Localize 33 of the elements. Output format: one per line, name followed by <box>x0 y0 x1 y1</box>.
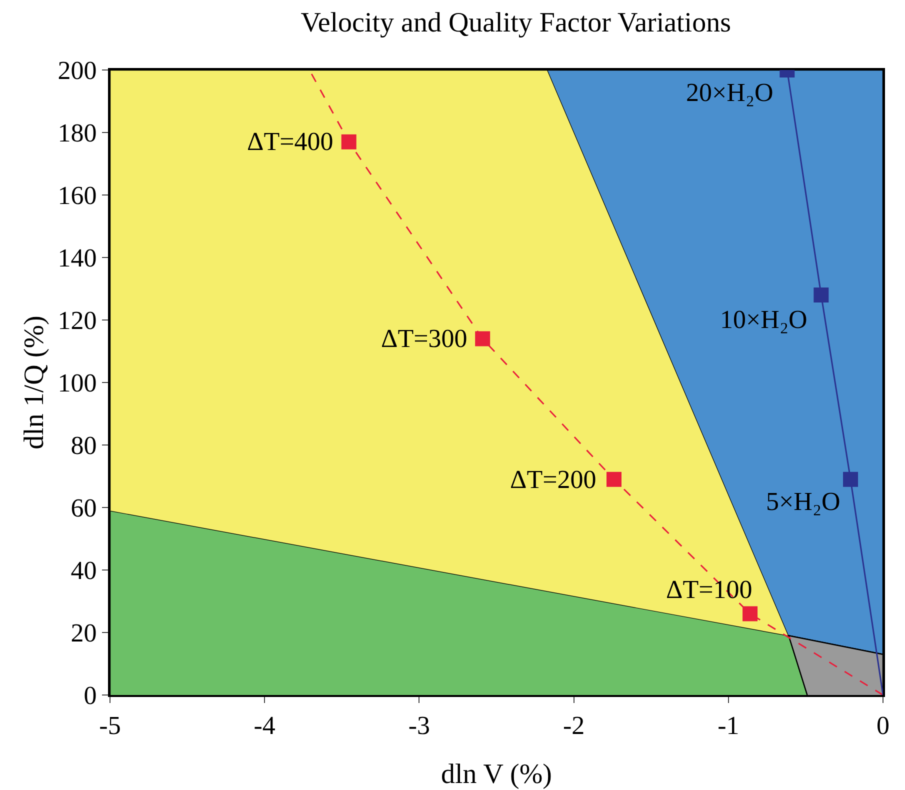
y-tick-label: 180 <box>58 118 97 148</box>
y-tick-label: 160 <box>58 181 97 210</box>
annotation: ΔT=400 <box>247 127 334 156</box>
point <box>843 472 858 487</box>
y-tick-label: 120 <box>58 306 97 336</box>
x-tick-label: -4 <box>254 711 276 740</box>
annotation: ΔT=100 <box>666 575 752 604</box>
y-tick-label: 40 <box>70 556 97 586</box>
point <box>341 134 356 150</box>
x-tick-label: -5 <box>99 711 121 740</box>
x-tick-label: -2 <box>562 711 585 740</box>
x-tick-label: 0 <box>876 711 890 740</box>
y-tick-label: 60 <box>70 494 97 523</box>
point <box>606 472 622 487</box>
annotation: ΔT=300 <box>381 324 468 353</box>
x-axis-title: dln V (%) <box>441 759 552 790</box>
point <box>814 288 829 302</box>
y-tick-label: 100 <box>58 368 97 398</box>
y-tick-label: 20 <box>70 618 97 648</box>
y-tick-label: 80 <box>70 431 97 460</box>
annotation: 5×H₂O <box>766 487 840 516</box>
x-tick-label: -1 <box>718 711 740 740</box>
annotation: ΔT=200 <box>510 465 596 494</box>
chart-title: Velocity and Quality Factor Variations <box>300 7 731 38</box>
y-tick-label: 140 <box>58 244 97 273</box>
annotation: 20×H₂O <box>686 78 774 107</box>
y-tick-label: 200 <box>58 56 97 86</box>
point <box>742 606 758 622</box>
y-tick-label: 0 <box>84 681 97 710</box>
x-tick-label: -3 <box>408 711 430 740</box>
y-axis-title: dln 1/Q (%) <box>19 316 50 450</box>
annotation: 10×H₂O <box>720 305 808 334</box>
point <box>475 331 490 346</box>
